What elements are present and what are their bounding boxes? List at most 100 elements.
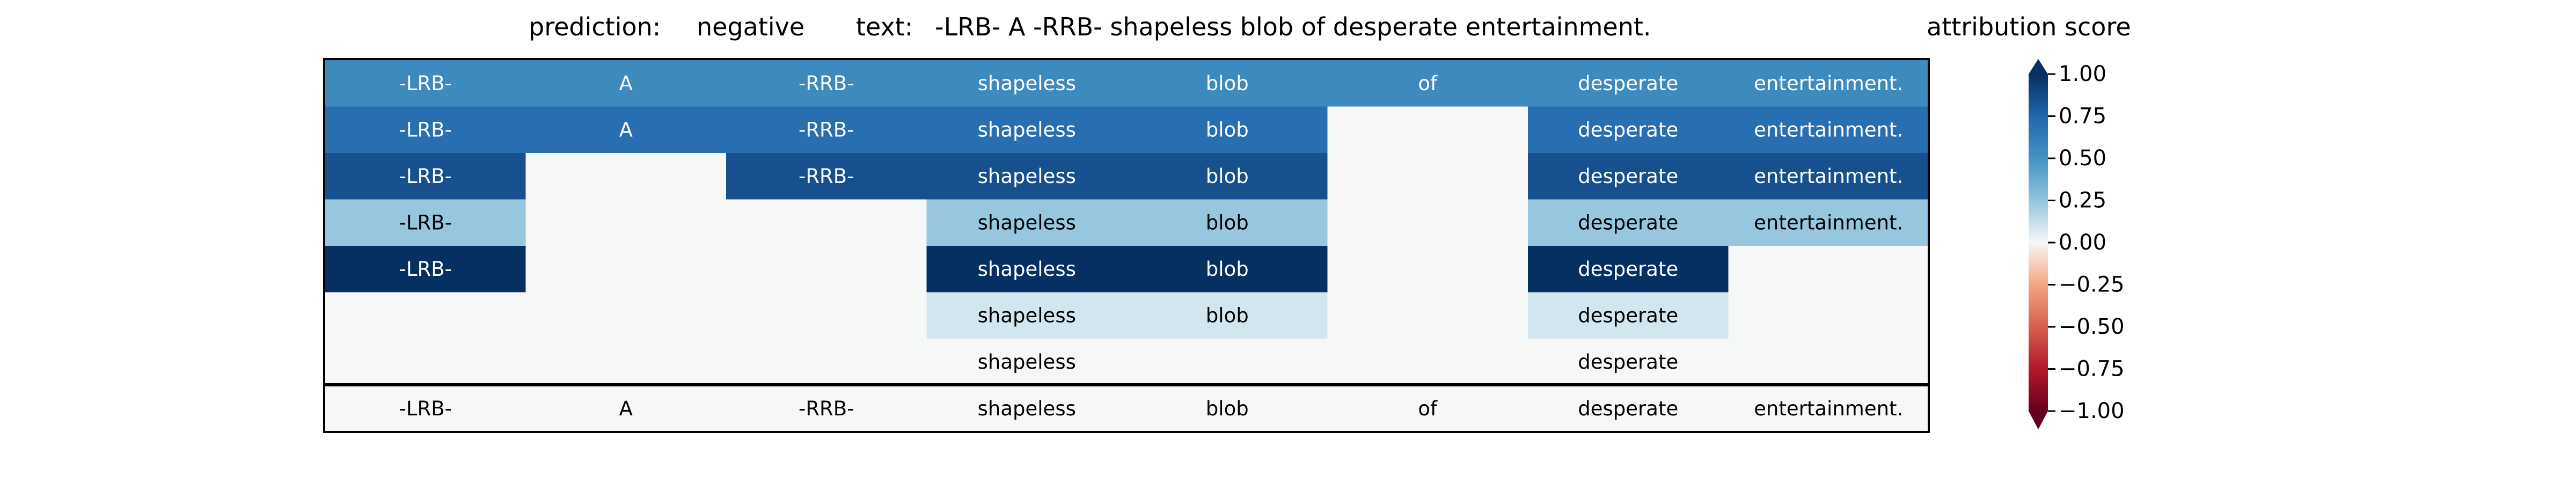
heatmap-cell-label-r0-c6: desperate: [1578, 72, 1678, 95]
text-value: -LRB- A -RRB- shapeless blob of desperat…: [935, 12, 1651, 41]
prediction-label: prediction:: [529, 12, 661, 41]
prediction-value: negative: [697, 12, 804, 41]
heatmap-cell-r6-c1: [525, 339, 727, 386]
heatmap-cell-r1-c2: [726, 106, 927, 153]
heatmap-cell-r4-c2: [726, 246, 927, 293]
heatmap-cell-r5-c2: [726, 292, 927, 339]
heatmap-cell-r3-c3: [926, 199, 1128, 246]
heatmap-cell-label-r6-c3: shapeless: [978, 350, 1076, 374]
heatmap-cell-label-r1-c0: -LRB-: [399, 118, 452, 141]
heatmap-cell-r4-c4: [1127, 246, 1328, 293]
colorbar-tick-label-1: 0.75: [2059, 104, 2106, 129]
heatmap-cell-label-r1-c1: A: [619, 118, 633, 141]
token-label-3: shapeless: [978, 397, 1076, 420]
heatmap-cell-r6-c0: [325, 339, 526, 386]
heatmap-cell-label-r2-c0: -LRB-: [399, 165, 452, 188]
heatmap-cell-r1-c6: [1528, 106, 1729, 153]
heatmap-cell-label-r3-c6: desperate: [1578, 211, 1678, 234]
colorbar: 1.00 0.75 0.50 0.25 0.00 −0.25 −0.50 −0.75 −1.00: [2029, 59, 2125, 429]
heatmap-cell-r6-c6: [1528, 339, 1729, 386]
heatmap-cell-label-r0-c7: entertainment.: [1754, 72, 1903, 95]
heatmap-cell-r4-c1: [525, 246, 727, 293]
heatmap-cell-r5-c1: [525, 292, 727, 339]
heatmap-cell-r2-c6: [1528, 153, 1729, 200]
heatmap-cell-r6-c2: [726, 339, 927, 386]
token-row-background: [325, 386, 1928, 431]
heatmap-cell-r3-c5: [1327, 199, 1528, 246]
heatmap-cell-label-r5-c4: blob: [1206, 304, 1249, 327]
heatmap-cell-label-r0-c0: -LRB-: [399, 72, 452, 95]
heatmap-cell-r3-c6: [1528, 199, 1729, 246]
heatmap-cell-r6-c7: [1728, 339, 1929, 386]
heatmap-cell-label-r0-c5: of: [1418, 72, 1438, 95]
heatmap-cell-r4-c7: [1728, 246, 1929, 293]
heatmap-cell-r3-c4: [1127, 199, 1328, 246]
heatmap-cell-label-r3-c7: entertainment.: [1754, 211, 1903, 234]
token-label-4: blob: [1206, 397, 1249, 420]
heatmap-cell-label-r1-c7: entertainment.: [1754, 118, 1903, 141]
heatmap-cell-r5-c4: [1127, 292, 1328, 339]
token-label-5: of: [1418, 397, 1438, 420]
heatmap-cell-r1-c5: [1327, 106, 1528, 153]
colorbar-gradient: [2029, 74, 2048, 411]
heatmap-cell-label-r2-c7: entertainment.: [1754, 165, 1903, 188]
colorbar-tick-label-7: −0.75: [2059, 357, 2125, 382]
colorbar-tick-label-2: 0.50: [2059, 146, 2106, 171]
heatmap-cell-r0-c1: [525, 60, 727, 107]
colorbar-bottom-arrow: [2029, 411, 2048, 429]
colorbar-tick-label-0: 1.00: [2059, 62, 2106, 86]
heatmap-cell-r0-c6: [1528, 60, 1729, 107]
heatmap-cell-label-r4-c6: desperate: [1578, 258, 1678, 281]
heatmap-cell-r3-c2: [726, 199, 927, 246]
heatmap-cell-label-r1-c6: desperate: [1578, 118, 1678, 141]
heatmap-cell-label-r1-c2: -RRB-: [799, 118, 854, 141]
heatmap-cell-r4-c0: [325, 246, 526, 293]
heatmap-cell-label-r1-c4: blob: [1206, 118, 1249, 141]
heatmap-cell-r2-c1: [525, 153, 727, 200]
heatmap-cell-r5-c0: [325, 292, 526, 339]
heatmap-cell-r2-c4: [1127, 153, 1328, 200]
heatmap-cell-r0-c5: [1327, 60, 1528, 107]
token-label-2: -RRB-: [799, 397, 854, 420]
heatmap-cell-label-r3-c0: -LRB-: [399, 211, 452, 234]
heatmap-frame: [323, 58, 1930, 433]
heatmap-cell-label-r3-c4: blob: [1206, 211, 1249, 234]
heatmap-cell-label-r4-c4: blob: [1206, 258, 1249, 281]
heatmap-cell-label-r0-c4: blob: [1206, 72, 1249, 95]
heatmap-cell-label-r0-c3: shapeless: [978, 72, 1076, 95]
token-label-7: entertainment.: [1754, 397, 1903, 420]
heatmap-cell-label-r0-c1: A: [619, 72, 633, 95]
heatmap-cell-r1-c1: [525, 106, 727, 153]
heatmap-cell-r3-c0: [325, 199, 526, 246]
heatmap-cell-r0-c3: [926, 60, 1128, 107]
heatmap-cell-r6-c3: [926, 339, 1128, 386]
heatmap-cell-label-r6-c6: desperate: [1578, 350, 1678, 374]
heatmap-cell-r2-c7: [1728, 153, 1929, 200]
colorbar-tick-label-6: −0.50: [2059, 314, 2125, 339]
heatmap-cell-r0-c4: [1127, 60, 1328, 107]
heatmap-cell-r2-c2: [726, 153, 927, 200]
heatmap-cell-r4-c6: [1528, 246, 1729, 293]
heatmap-cell-r1-c0: [325, 106, 526, 153]
heatmap-cell-label-r1-c3: shapeless: [978, 118, 1076, 141]
colorbar-tick-label-4: 0.00: [2059, 230, 2106, 255]
token-label-6: desperate: [1578, 397, 1678, 420]
heatmap: -LRB- A -RRB-shapeless blob of desperate enter…: [325, 60, 1929, 431]
heatmap-cell-r4-c3: [926, 246, 1128, 293]
colorbar-title: attribution score: [1927, 12, 2131, 41]
heatmap-cell-r2-c3: [926, 153, 1128, 200]
heatmap-cell-r5-c7: [1728, 292, 1929, 339]
heatmap-cell-r1-c7: [1728, 106, 1929, 153]
heatmap-cell-r5-c3: [926, 292, 1128, 339]
colorbar-top-arrow: [2029, 59, 2048, 74]
heatmap-cell-label-r5-c3: shapeless: [978, 304, 1076, 327]
heatmap-cell-label-r0-c2: -RRB-: [799, 72, 854, 95]
heatmap-cell-label-r4-c0: -LRB-: [399, 258, 452, 281]
heatmap-cell-r4-c5: [1327, 246, 1528, 293]
colorbar-tick-label-3: 0.25: [2059, 188, 2106, 213]
heatmap-cell-r3-c7: [1728, 199, 1929, 246]
text-label: text:: [856, 12, 913, 41]
heatmap-cell-r6-c4: [1127, 339, 1328, 386]
heatmap-cell-label-r2-c3: shapeless: [978, 165, 1076, 188]
